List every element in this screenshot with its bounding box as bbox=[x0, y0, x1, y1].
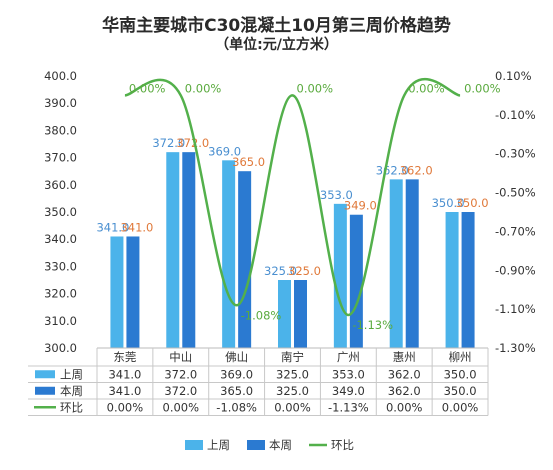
bar bbox=[461, 212, 475, 348]
x-tick-label: 东莞 bbox=[113, 350, 136, 364]
data-label: 372.0 bbox=[152, 136, 185, 150]
y-right-tick-label: -0.10% bbox=[495, 108, 536, 122]
table-cell: 341.0 bbox=[108, 384, 141, 398]
bar bbox=[110, 236, 124, 348]
data-label: 365.0 bbox=[232, 155, 265, 169]
table-row-header: 环比 bbox=[60, 400, 83, 414]
line-data-label: 0.00% bbox=[185, 81, 222, 95]
table-cell: 372.0 bbox=[164, 367, 197, 381]
y-left-tick-label: 340.0 bbox=[44, 232, 77, 246]
y-left-tick-label: 300.0 bbox=[44, 341, 77, 355]
data-label: 350.0 bbox=[456, 196, 489, 210]
bar bbox=[405, 179, 419, 348]
table-cell: 350.0 bbox=[444, 384, 477, 398]
bar bbox=[294, 280, 307, 348]
table-cell: -1.08% bbox=[216, 400, 257, 414]
x-tick-label: 柳州 bbox=[449, 350, 472, 364]
table-cell: 0.00% bbox=[163, 400, 200, 414]
y-right-tick-label: 0.10% bbox=[495, 69, 532, 83]
bar bbox=[166, 152, 180, 348]
y-left-tick-label: 330.0 bbox=[44, 259, 77, 273]
bar bbox=[222, 160, 236, 348]
data-label: 341.0 bbox=[120, 220, 153, 234]
y-left-tick-label: 310.0 bbox=[44, 314, 77, 328]
bar bbox=[182, 152, 196, 348]
chart-title: 华南主要城市C30混凝土10月第三周价格趋势 bbox=[102, 16, 451, 36]
line-data-label: -1.08% bbox=[241, 308, 282, 322]
x-tick-label: 惠州 bbox=[393, 350, 416, 364]
y-left-tick-label: 360.0 bbox=[44, 178, 77, 192]
bar bbox=[333, 203, 347, 348]
table-cell: 362.0 bbox=[388, 367, 421, 381]
y-left-tick-label: 380.0 bbox=[44, 123, 77, 137]
y-left-tick-label: 320.0 bbox=[44, 287, 77, 301]
x-tick-label: 广州 bbox=[337, 350, 360, 364]
table-cell: 0.00% bbox=[386, 400, 423, 414]
y-right-tick-label: -1.30% bbox=[495, 341, 536, 355]
legend-label: 本周 bbox=[269, 438, 292, 452]
line-data-label: 0.00% bbox=[129, 81, 166, 95]
table-row-legend-key bbox=[35, 370, 55, 379]
legend-label: 环比 bbox=[331, 438, 354, 452]
legend-key bbox=[247, 440, 265, 450]
table-cell: 365.0 bbox=[220, 384, 253, 398]
bar bbox=[278, 280, 291, 348]
legend-label: 上周 bbox=[207, 438, 230, 452]
data-label: 372.0 bbox=[176, 136, 209, 150]
data-label: 325.0 bbox=[264, 264, 297, 278]
table-cell: 349.0 bbox=[332, 384, 365, 398]
x-tick-label: 南宁 bbox=[281, 350, 304, 364]
y-left-tick-label: 350.0 bbox=[44, 205, 77, 219]
x-tick-label: 佛山 bbox=[225, 350, 248, 364]
data-label: 350.0 bbox=[432, 196, 465, 210]
table-cell: -1.13% bbox=[328, 400, 369, 414]
bar bbox=[389, 179, 403, 348]
data-label: 353.0 bbox=[320, 188, 353, 202]
line-data-label: 0.00% bbox=[297, 81, 334, 95]
line-data-label: -1.13% bbox=[352, 318, 393, 332]
y-right-tick-label: -0.70% bbox=[495, 224, 536, 238]
table-cell: 0.00% bbox=[274, 400, 311, 414]
line-series bbox=[124, 78, 461, 317]
table-cell: 353.0 bbox=[332, 367, 365, 381]
bar bbox=[238, 171, 252, 348]
table-row-legend-key bbox=[35, 386, 55, 395]
table-row-header: 上周 bbox=[60, 367, 83, 381]
y-right-tick-label: -1.10% bbox=[495, 302, 536, 316]
line-data-label: 0.00% bbox=[408, 81, 445, 95]
table-cell: 350.0 bbox=[444, 367, 477, 381]
table-cell: 0.00% bbox=[107, 400, 144, 414]
x-tick-label: 中山 bbox=[169, 350, 192, 364]
chart-subtitle: （单位:元/立方米） bbox=[215, 37, 338, 53]
table-cell: 369.0 bbox=[220, 367, 253, 381]
table-cell: 0.00% bbox=[442, 400, 479, 414]
table-cell: 325.0 bbox=[276, 367, 309, 381]
table-cell: 325.0 bbox=[276, 384, 309, 398]
table-row-header: 本周 bbox=[60, 384, 83, 398]
y-left-tick-label: 400.0 bbox=[44, 69, 77, 83]
bar bbox=[126, 236, 140, 348]
table-cell: 362.0 bbox=[388, 384, 421, 398]
bar bbox=[445, 212, 459, 348]
y-left-tick-label: 370.0 bbox=[44, 151, 77, 165]
table-cell: 341.0 bbox=[108, 367, 141, 381]
y-right-tick-label: -0.90% bbox=[495, 263, 536, 277]
data-label: 369.0 bbox=[208, 144, 241, 158]
y-left-tick-label: 390.0 bbox=[44, 96, 77, 110]
data-label: 349.0 bbox=[344, 199, 377, 213]
table-cell: 372.0 bbox=[164, 384, 197, 398]
data-label: 325.0 bbox=[288, 264, 321, 278]
legend-key bbox=[185, 440, 203, 450]
y-right-tick-label: -0.50% bbox=[495, 186, 536, 200]
y-right-tick-label: -0.30% bbox=[495, 147, 536, 161]
data-label: 341.0 bbox=[96, 220, 129, 234]
line-data-label: 0.00% bbox=[464, 81, 501, 95]
bar bbox=[349, 214, 363, 348]
data-label: 362.0 bbox=[400, 163, 433, 177]
